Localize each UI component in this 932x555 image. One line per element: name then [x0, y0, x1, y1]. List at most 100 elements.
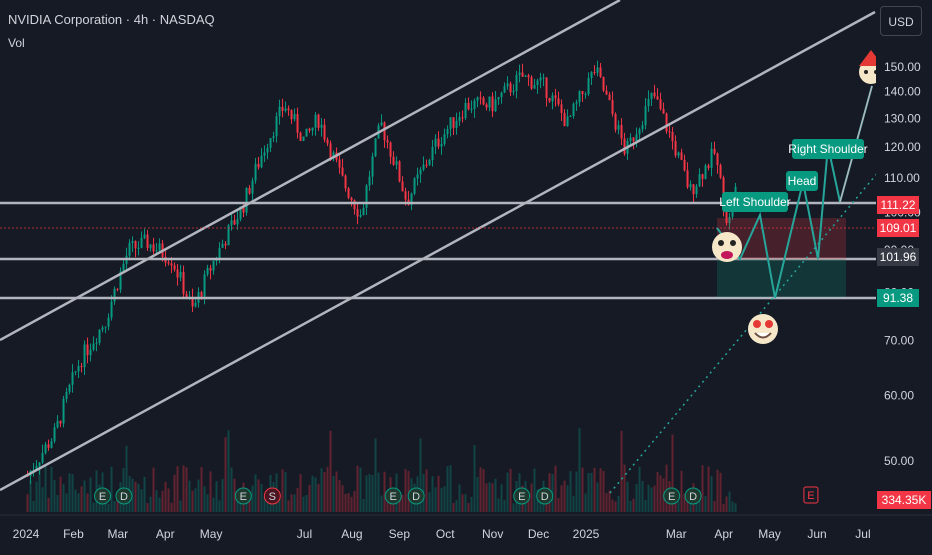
price-badge-109: 109.01: [877, 219, 919, 237]
event-marker[interactable]: [384, 487, 402, 505]
candle-body: [179, 271, 182, 278]
volume-bar: [497, 498, 500, 512]
candle-body: [209, 267, 212, 271]
candle-body: [509, 83, 512, 93]
candle-body: [260, 155, 263, 168]
volume-bar: [107, 503, 110, 512]
volume-bar: [674, 499, 677, 512]
head-label[interactable]: Head: [786, 171, 818, 191]
volume-bar: [116, 491, 119, 512]
candle-body: [680, 152, 683, 160]
candle-body: [68, 384, 71, 392]
dotted-trendline[interactable]: [609, 169, 881, 494]
volume-bar: [140, 489, 143, 512]
volume-bar: [617, 495, 620, 512]
candle-body: [263, 152, 266, 156]
event-marker[interactable]: [407, 487, 425, 505]
candle-body: [521, 72, 524, 77]
currency-button[interactable]: USD: [880, 6, 922, 36]
left-shoulder-label[interactable]: Left Shoulder: [719, 192, 791, 212]
candle-body: [686, 170, 689, 188]
channel-lower-line[interactable]: [0, 10, 876, 492]
volume-bar: [143, 476, 146, 512]
event-marker[interactable]: [234, 487, 252, 505]
price-tick-label: 150.00: [884, 60, 921, 74]
heart-eyes-face-icon: [748, 314, 778, 344]
candle-body: [506, 83, 509, 87]
future-earnings-marker[interactable]: [803, 486, 819, 504]
volume-bar: [689, 503, 692, 512]
event-marker-label: D: [689, 491, 697, 503]
price-tick-label: 50.00: [884, 454, 914, 468]
candle-body: [128, 242, 131, 256]
chart-title: NVIDIA Corporation · 4h · NASDAQ: [8, 12, 215, 27]
volume-bar: [512, 503, 515, 512]
volume-bar: [110, 466, 113, 512]
volume-bar: [353, 490, 356, 512]
candle-body: [230, 220, 233, 226]
right-shoulder-label[interactable]: Right Shoulder: [788, 139, 868, 159]
volume-bar: [509, 468, 512, 512]
candle-body: [293, 114, 296, 120]
candle-body: [620, 125, 623, 139]
candle-body: [95, 342, 98, 344]
volume-bar: [329, 430, 332, 512]
candle-body: [86, 344, 89, 356]
candle-body: [41, 453, 44, 463]
svg-text:Right Shoulder: Right Shoulder: [788, 142, 867, 156]
volume-bar: [407, 470, 410, 512]
event-marker[interactable]: [263, 487, 281, 505]
volume-bar: [725, 496, 728, 512]
candle-body: [692, 184, 695, 195]
volume-bar: [239, 499, 242, 512]
event-marker[interactable]: [663, 487, 681, 505]
event-marker[interactable]: [536, 487, 554, 505]
volume-bar: [350, 496, 353, 512]
candle-body: [467, 103, 470, 110]
volume-bar: [215, 481, 218, 512]
volume-bar: [263, 495, 266, 512]
candle-body: [296, 114, 299, 133]
time-tick-label: Apr: [156, 527, 175, 541]
candle-body: [422, 164, 425, 170]
volume-bar: [734, 503, 737, 512]
volume-bar: [491, 483, 494, 512]
volume-bar: [146, 503, 149, 512]
candle-body: [590, 72, 593, 79]
volume-bar: [152, 467, 155, 512]
candle-body: [716, 153, 719, 166]
candle-body: [314, 114, 317, 128]
volume-bar: [593, 467, 596, 512]
time-axis[interactable]: [0, 515, 932, 550]
event-marker[interactable]: [115, 487, 133, 505]
candle-body: [536, 80, 539, 86]
candle-body: [515, 75, 518, 91]
future-earnings-label: E: [807, 490, 814, 502]
channel-upper-line[interactable]: [0, 0, 621, 342]
target-zone-box[interactable]: [717, 259, 846, 297]
volume-bar: [200, 467, 203, 512]
candle-body: [701, 174, 704, 179]
candle-body: [605, 90, 608, 95]
event-marker[interactable]: [684, 487, 702, 505]
candle-body: [674, 141, 677, 156]
volume-bar: [575, 471, 578, 512]
price-tick-label: 120.00: [884, 140, 921, 154]
event-marker[interactable]: [513, 487, 531, 505]
candle-body: [134, 241, 137, 249]
candle-body: [266, 147, 269, 153]
candle-body: [653, 92, 656, 97]
volume-bar: [503, 499, 506, 512]
candle-body: [569, 116, 572, 118]
candle-body: [398, 161, 401, 182]
candle-body: [170, 263, 173, 266]
time-tick-label: 2024: [13, 527, 40, 541]
event-marker[interactable]: [94, 487, 112, 505]
volume-bar: [374, 438, 377, 512]
volume-bar: [251, 485, 254, 512]
volume-bar: [347, 492, 350, 512]
candle-body: [239, 206, 242, 220]
